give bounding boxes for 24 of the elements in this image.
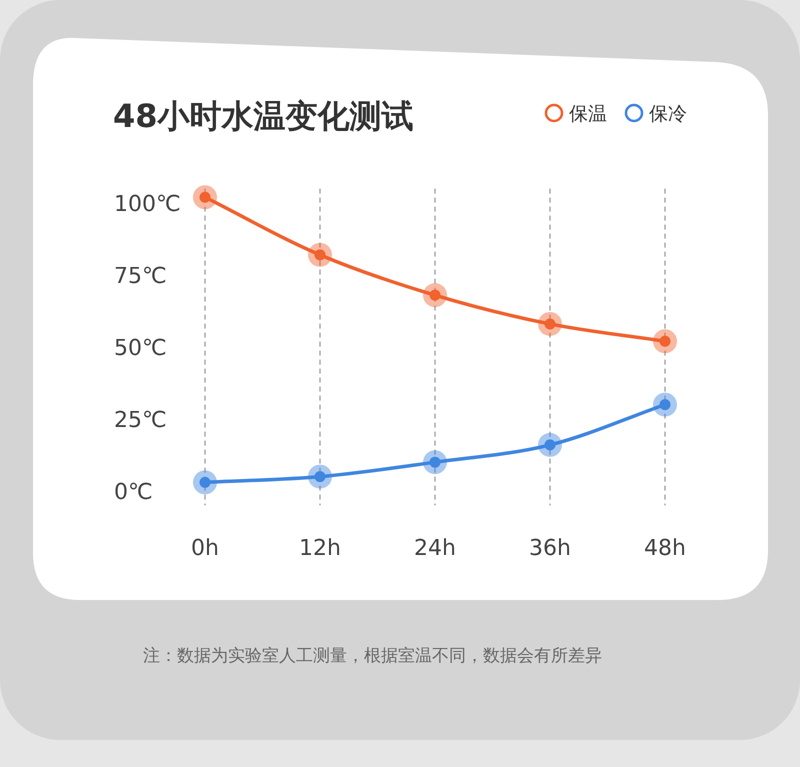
point bbox=[423, 450, 447, 474]
point bbox=[308, 464, 332, 489]
x-tick-label: 24h bbox=[414, 536, 456, 561]
legend-label: 保冷 bbox=[649, 103, 687, 125]
x-tick-label: 12h bbox=[299, 536, 341, 561]
y-tick-label: 25℃ bbox=[114, 408, 167, 433]
y-tick-label: 75℃ bbox=[114, 264, 167, 289]
y-tick-label: 0℃ bbox=[114, 480, 153, 505]
point bbox=[538, 312, 562, 336]
point bbox=[653, 329, 677, 354]
x-tick-label: 48h bbox=[644, 536, 686, 561]
point bbox=[193, 470, 217, 494]
y-tick-label: 100℃ bbox=[114, 192, 181, 217]
text: 注：数据为实验室人工测量，根据室温不同，数据会有所差异 bbox=[143, 646, 602, 666]
point bbox=[538, 432, 562, 457]
x-tick-label: 36h bbox=[529, 536, 571, 561]
legend-label: 保温 bbox=[569, 103, 607, 125]
x-tick-label: 0h bbox=[191, 536, 219, 561]
point bbox=[653, 392, 677, 417]
point bbox=[423, 283, 447, 308]
chart-title: 48小时水温变化测试 bbox=[113, 97, 414, 135]
y-tick-label: 50℃ bbox=[114, 336, 167, 361]
point bbox=[308, 242, 332, 267]
point bbox=[193, 185, 217, 210]
